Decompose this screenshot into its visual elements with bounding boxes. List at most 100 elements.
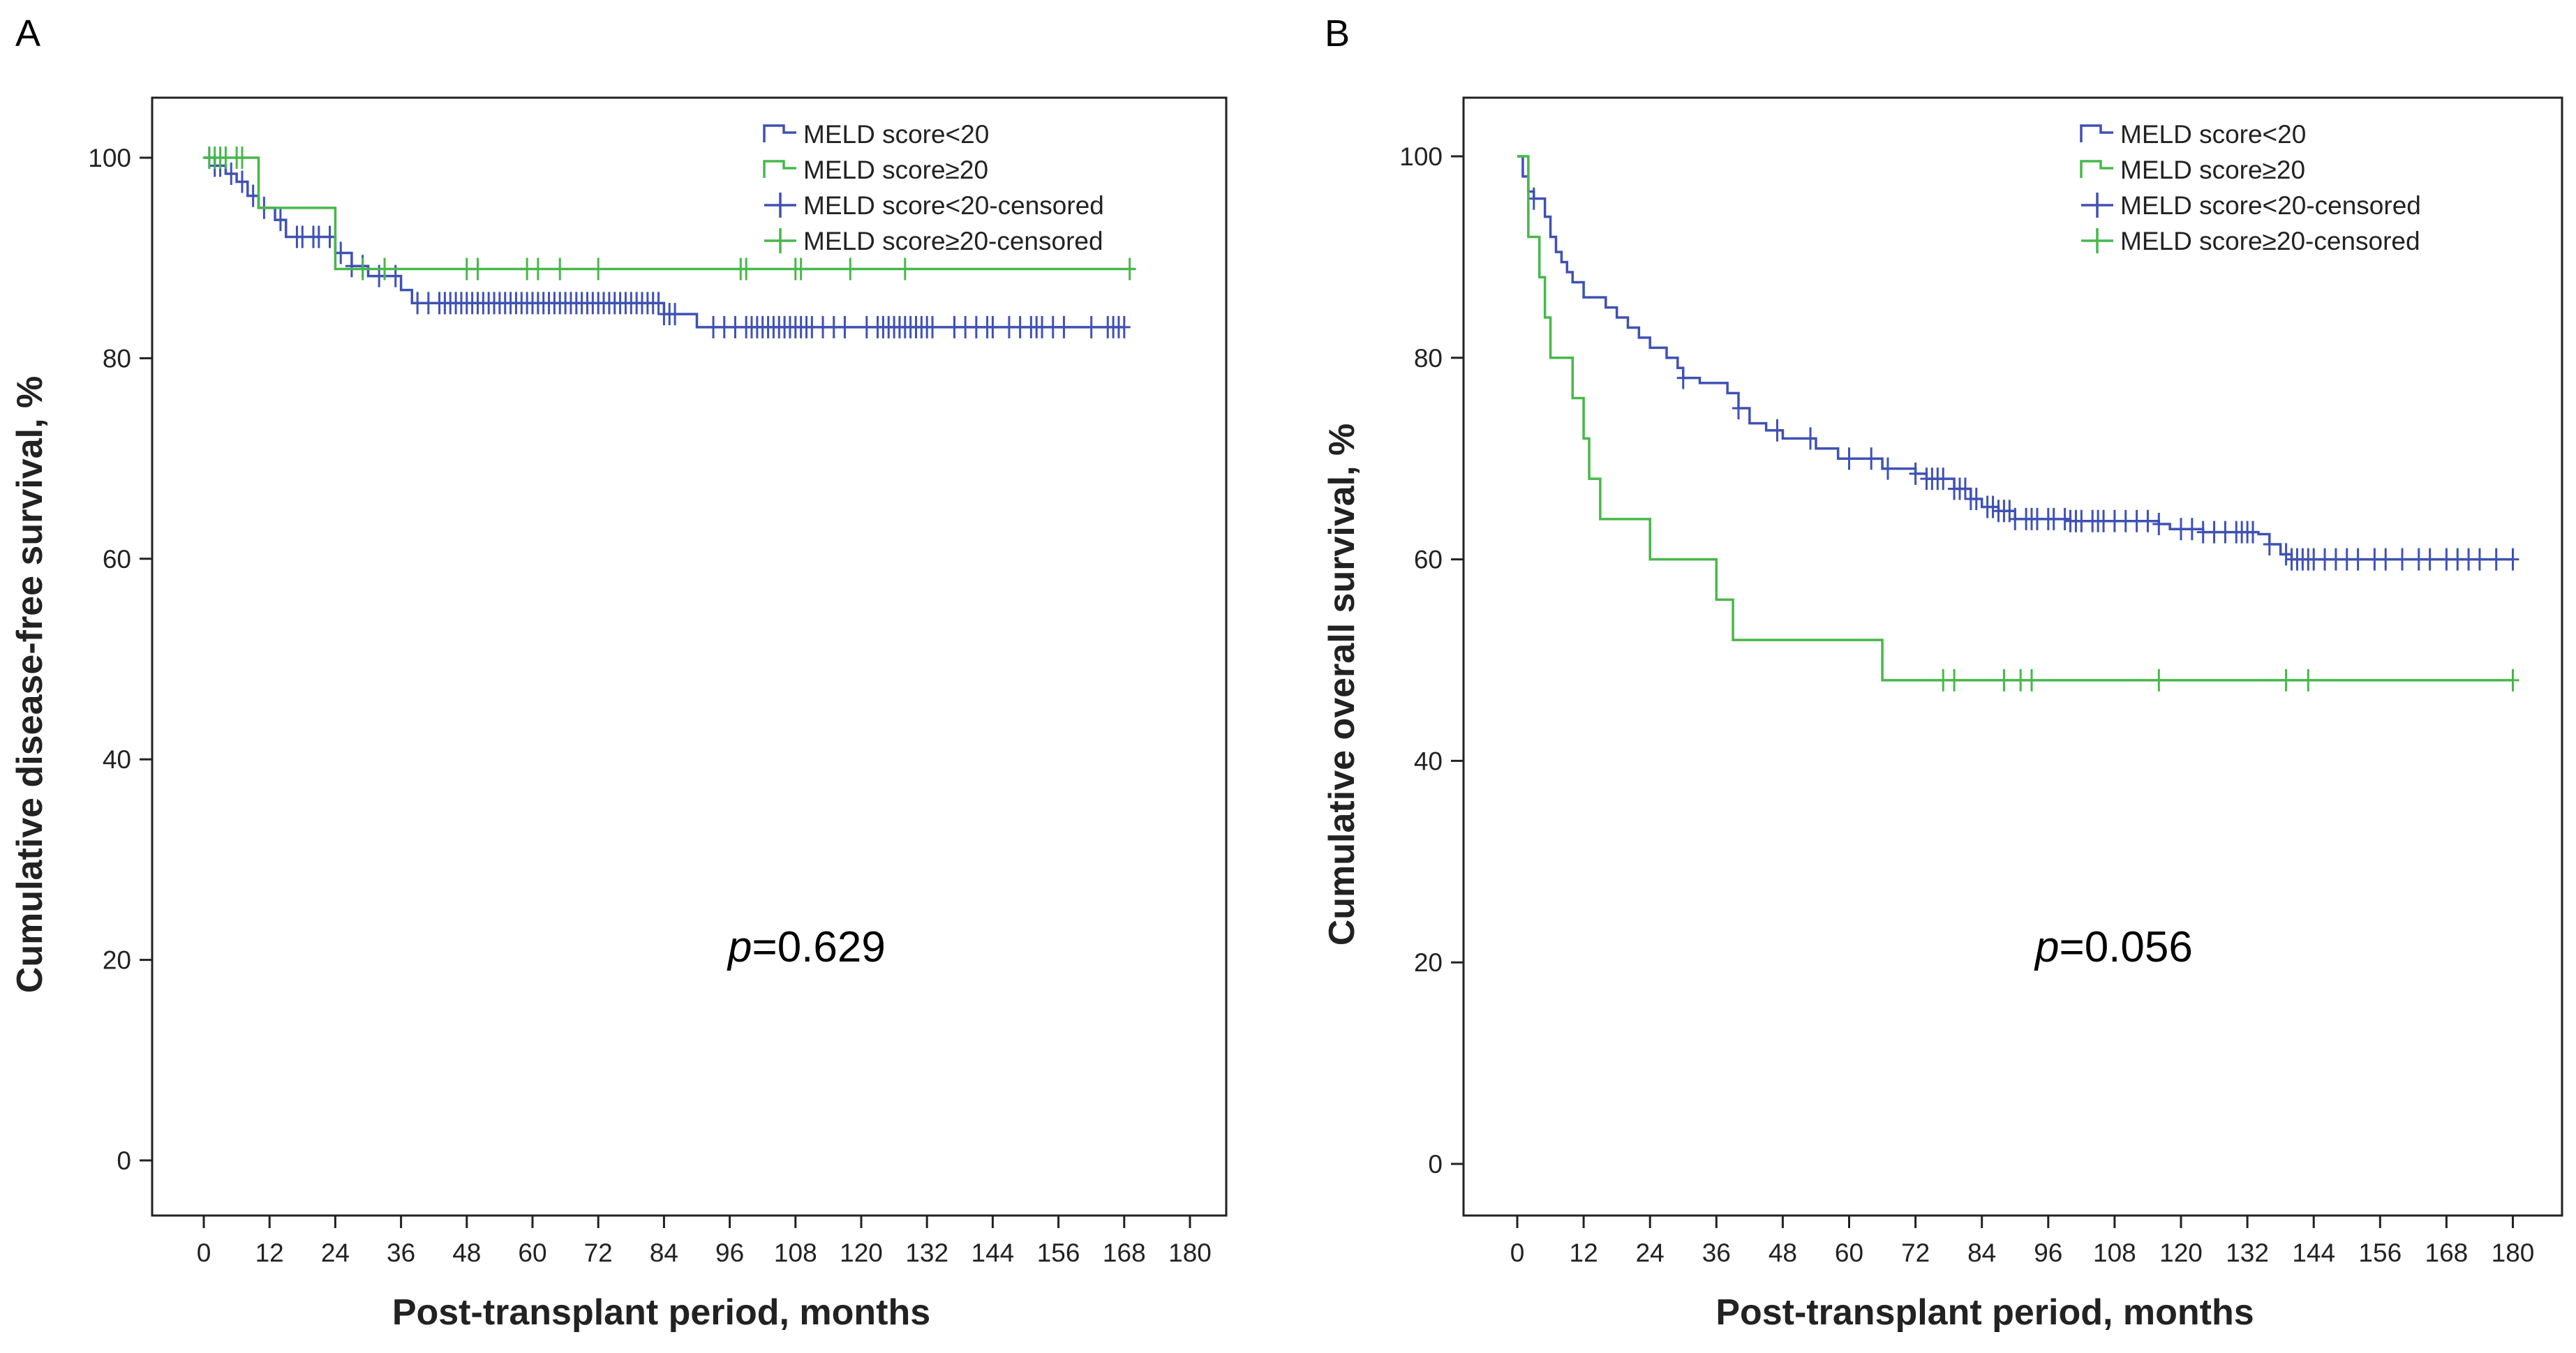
panel-a-series-meld-20-or-more-censor-mark: [471, 257, 484, 281]
panel-a-series-meld-20-or-more-censor-mark: [553, 257, 567, 281]
panel-a-series-meld-under-20-censor-mark: [225, 162, 238, 185]
panel-b-y-axis-title: Cumulative overall survival, %: [1322, 424, 1362, 946]
panel-b-x-tick-label-156: 156: [2358, 1239, 2402, 1267]
panel-a-series-meld-20-or-more-censor-mark: [1123, 257, 1136, 281]
panel-a-legend-label-2: MELD score≥20: [803, 156, 988, 184]
panel-a-series-meld-under-20-censor-mark: [345, 255, 358, 278]
panel-b-series-meld-under-20-censor-mark: [2219, 521, 2232, 544]
panel-b-series-meld-under-20-censor-mark: [2412, 548, 2425, 571]
panel-a-series-meld-under-20-censor-mark: [729, 315, 742, 338]
panel-b-series-meld-under-20-censor-mark: [1865, 447, 1878, 470]
panel-b-x-tick-label-36: 36: [1702, 1239, 1731, 1267]
panel-b-series-meld-under-20-censor-mark: [1986, 495, 2000, 518]
panel-a-y-tick-label-100: 100: [88, 144, 131, 172]
panel-a-series-meld-under-20-censor-mark: [669, 303, 682, 326]
panel-b-y-tick-label-0: 0: [1428, 1150, 1443, 1179]
panel-a-legend-swatch-2: [763, 160, 796, 178]
panel-a-series-meld-under-20-censor-mark: [296, 225, 309, 248]
panel-b-series-meld-20-or-more-censor-mark: [2025, 668, 2039, 692]
panel-a-x-tick-label-24: 24: [321, 1239, 350, 1267]
panel-a-legend-swatch-4: [764, 228, 796, 253]
panel-a-series-meld-under-20-censor-mark: [1085, 315, 1098, 338]
panel-b-series-meld-under-20-censor-mark: [1937, 468, 1950, 491]
panel-b-x-tick-label-24: 24: [1636, 1239, 1665, 1267]
panel-b-series-meld-under-20-censor-mark: [1771, 419, 1784, 442]
panel-b-x-axis-title: Post-transplant period, months: [1715, 1292, 2254, 1333]
panel-b-series-meld-20-or-more-censor-mark: [1948, 668, 1961, 692]
panel-a-series-meld-under-20-censor-mark: [707, 315, 720, 338]
panel-b-series-meld-under-20-censor-mark: [2279, 543, 2293, 566]
panel-a-series-meld-under-20-censor-mark: [274, 209, 287, 232]
panel-a-x-tick-label-180: 180: [1168, 1239, 1212, 1267]
panel-b-series-meld-under-20-censor-mark: [2351, 548, 2365, 571]
panel-a-series-meld-under-20-censor-mark: [817, 315, 830, 338]
panel-b-legend-swatch-1: [2080, 124, 2113, 142]
panel-a-legend-label-4: MELD score≥20-censored: [803, 227, 1103, 255]
panel-a-series-meld-under-20-censor-mark: [652, 292, 665, 315]
panel-b-legend-swatch-2: [2080, 160, 2113, 178]
panel-a-x-tick-label-0: 0: [197, 1239, 211, 1267]
panel-a-series-meld-20-or-more-censor-mark: [592, 257, 605, 281]
panel-b-y-tick-label-100: 100: [1399, 142, 1443, 171]
panel-a-series-meld-under-20-censor-mark: [1046, 315, 1059, 338]
panel-a-y-tick-label-20: 20: [103, 946, 131, 975]
panel-b-series-meld-under-20-censor-mark: [2058, 507, 2071, 530]
panel-a-series-meld-20-or-more-censor-mark: [219, 147, 232, 169]
panel-b-series-meld-under-20-censor-mark: [2247, 521, 2260, 544]
panel-a-legend-swatch-3: [764, 193, 796, 218]
panel-b-series-meld-under-20-censor-mark: [2141, 509, 2154, 532]
panel-b-series-meld-under-20-censor-mark: [1804, 427, 1817, 450]
panel-b-series-meld-under-20-censor-mark: [2130, 509, 2143, 532]
panel-b-x-tick-label-12: 12: [1570, 1239, 1598, 1267]
panel-a-series-meld-under-20-censor-mark: [235, 170, 248, 193]
panel-a-x-tick-label-84: 84: [650, 1239, 678, 1267]
panel-a-x-tick-label-96: 96: [715, 1239, 744, 1267]
panel-a-series-meld-20-or-more-censor-mark: [378, 257, 392, 281]
panel-a-x-tick-label-12: 12: [255, 1239, 284, 1267]
panel-a-series-meld-20-or-more-censor-mark: [898, 257, 911, 281]
panel-a-series-meld-20-or-more-censor-mark: [740, 257, 753, 281]
panel-b-series-meld-under-20-censor-mark: [2379, 548, 2392, 571]
panel-b-legend-label-4: MELD score≥20-censored: [2120, 227, 2420, 255]
panel-b-legend-swatch-3: [2081, 193, 2113, 218]
panel-b-series-meld-under-20-censor-mark: [2462, 548, 2476, 571]
panel-a-x-tick-label-36: 36: [387, 1239, 415, 1267]
panel-b-series-meld-under-20-censor-mark: [2451, 548, 2464, 571]
panel-b-series-meld-under-20-censor-mark: [2196, 521, 2210, 544]
panel-a-y-axis-title: Cumulative disease-free survival, %: [10, 376, 50, 993]
panel-b-series-meld-under-20-censor-mark: [2108, 509, 2121, 532]
panel-b-series-meld-under-20-censor-mark: [2423, 548, 2436, 571]
panel-b-series-meld-20-or-more-censor-mark: [2014, 668, 2027, 692]
panel-b-y-tick-label-40: 40: [1414, 747, 1443, 775]
panel-a-series-meld-under-20-censor-mark: [805, 315, 819, 338]
panel-a-legend-label-3: MELD score<20-censored: [803, 191, 1104, 220]
panel-a-y-tick-label-80: 80: [103, 344, 131, 373]
panel-b-series-meld-under-20-censor-mark: [1958, 477, 1972, 500]
panel-b-series-meld-20-or-more-censor-mark: [1937, 668, 1950, 692]
panel-a-series-meld-under-20-censor-mark: [1013, 315, 1027, 338]
panel-a-x-axis-title: Post-transplant period, months: [392, 1292, 930, 1333]
panel-b-series-meld-under-20-censor-mark: [2075, 509, 2088, 532]
panel-a-x-tick-label-108: 108: [774, 1239, 817, 1267]
panel-a-p-symbol: p: [727, 923, 752, 971]
panel-b-p-symbol: p: [2034, 923, 2059, 971]
panel-a-series-meld-under-20-censor-mark: [959, 315, 972, 338]
panel-a-x-tick-label-144: 144: [971, 1239, 1015, 1267]
panel-a-series-meld-under-20-censor-mark: [1117, 315, 1131, 338]
panel-b-series-meld-under-20-censor-mark: [2340, 548, 2353, 571]
panel-a-series-meld-20-or-more-censor-mark: [460, 257, 473, 281]
panel-a-series-meld-under-20-censor-mark: [1002, 315, 1015, 338]
panel-b-series-meld-20-or-more-line: [1517, 155, 2513, 682]
panel-b-series-meld-under-20-censor-mark: [2175, 518, 2187, 541]
panel-a-p-number: =0.629: [752, 923, 885, 971]
panel-b-series-meld-under-20-censor-mark: [2489, 548, 2503, 571]
panel-b-legend-label-2: MELD score≥20: [2120, 156, 2305, 184]
panel-a-plot-frame: [151, 96, 1228, 1217]
panel-a-series-meld-under-20-censor-mark: [860, 315, 873, 338]
panel-a-p-value: p=0.629: [727, 923, 886, 971]
panel-b-series-meld-under-20-censor-mark: [2097, 509, 2110, 532]
panel-a-series-meld-20-or-more-line: [204, 156, 1136, 271]
panel-a-series-meld-20-or-more-censor-mark: [844, 257, 857, 281]
panel-a-chart: A 0 12 24 36 48 60 72 84 96 108 120 132 144 156 168 180 0…: [10, 13, 1228, 1333]
